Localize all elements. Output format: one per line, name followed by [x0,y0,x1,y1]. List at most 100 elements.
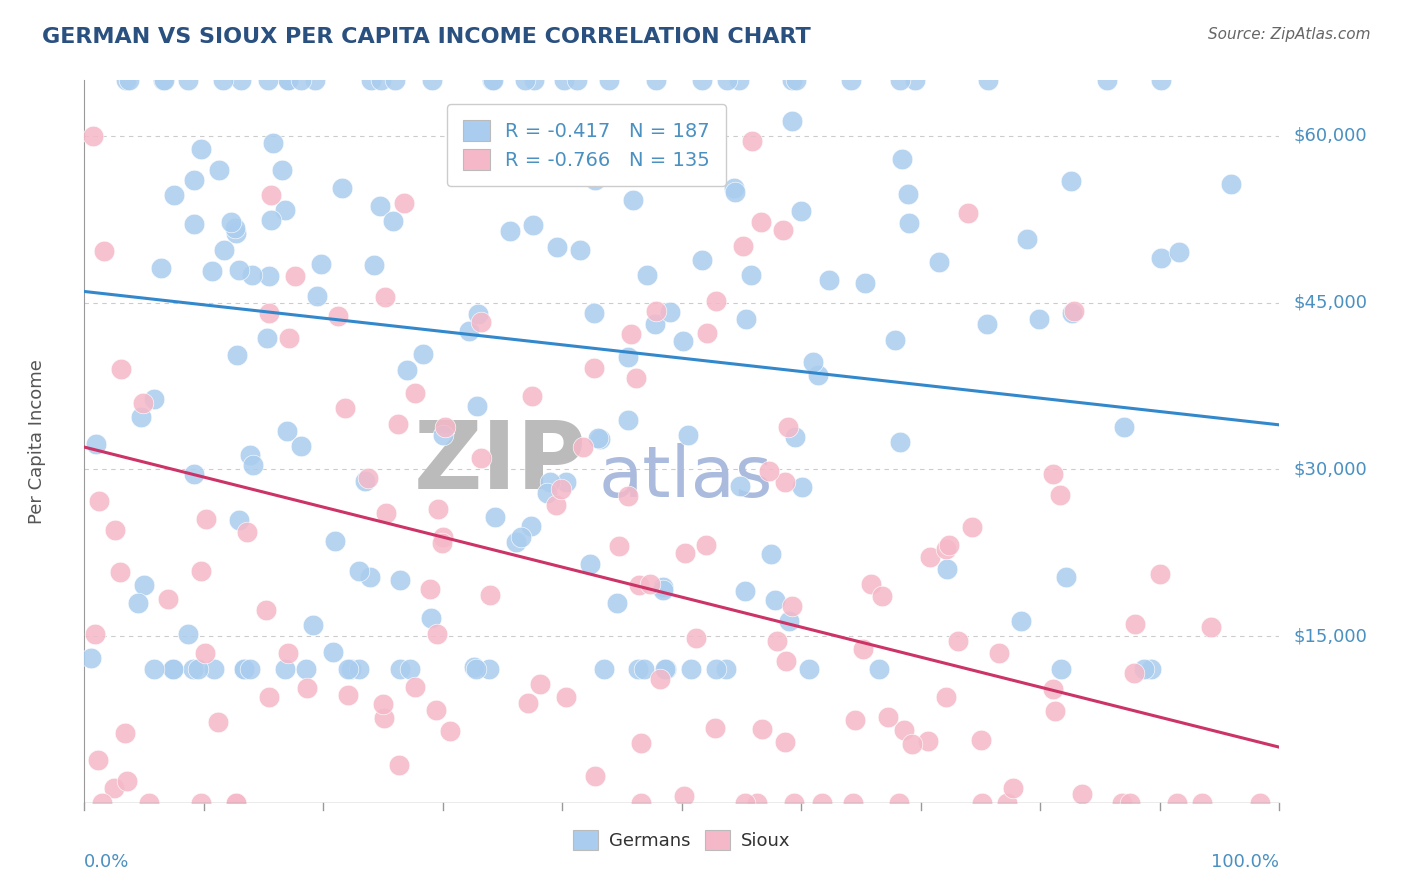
Point [893,723,915,738]
Point [550,483,572,497]
Point [419,582,441,596]
Point [238,662,260,676]
Point [970,796,993,810]
Point [995,796,1018,810]
Point [652,580,675,594]
Point [117,774,139,789]
Point [654,662,676,676]
Point [373,711,395,725]
Point [538,475,561,489]
Legend: Germans, Sioux: Germans, Sioux [564,821,800,859]
Point [1122,666,1144,681]
Point [751,722,773,736]
Point [741,135,763,149]
Point [681,662,703,676]
Point [309,256,332,270]
Point [357,471,380,485]
Point [274,203,297,218]
Point [652,582,675,597]
Point [695,538,717,552]
Point [740,268,762,282]
Point [583,768,606,782]
Point [654,662,676,676]
Point [388,574,411,588]
Point [582,306,605,320]
Point [231,73,253,87]
Point [842,796,865,810]
Point [716,73,738,87]
Point [704,293,727,308]
Point [114,726,136,740]
Point [225,796,247,810]
Point [465,399,488,413]
Point [621,193,644,207]
Point [257,690,280,704]
Point [1220,177,1243,191]
Point [398,662,420,676]
Point [328,309,350,323]
Text: atlas: atlas [599,443,773,512]
Point [602,142,624,156]
Point [928,254,950,268]
Text: Per Capita Income: Per Capita Income [28,359,45,524]
Point [568,243,591,257]
Point [433,420,456,434]
Point [86,437,108,451]
Point [374,290,396,304]
Point [1042,681,1064,696]
Point [349,565,371,579]
Point [620,326,643,341]
Point [773,734,796,748]
Point [1002,781,1025,796]
Point [290,73,312,87]
Point [853,277,876,291]
Point [354,474,377,488]
Point [183,467,205,482]
Point [259,187,281,202]
Point [780,599,803,613]
Point [295,662,318,676]
Point [359,569,381,583]
Point [546,240,568,254]
Point [749,214,772,228]
Point [1249,796,1271,810]
Point [1049,488,1071,502]
Point [104,523,127,537]
Point [589,432,612,446]
Point [108,565,131,579]
Point [1060,306,1083,320]
Point [716,662,738,676]
Point [420,73,443,87]
Point [1060,174,1083,188]
Point [470,315,492,329]
Point [889,434,911,449]
Point [392,195,415,210]
Point [1054,569,1077,583]
Point [132,578,155,592]
Point [242,458,264,472]
Point [745,796,768,810]
Point [960,520,983,534]
Point [766,634,789,648]
Point [208,162,231,177]
Point [606,596,628,610]
Point [898,216,921,230]
Point [790,480,813,494]
Point [917,734,939,748]
Point [207,715,229,730]
Point [938,538,960,552]
Point [627,662,650,676]
Point [811,796,834,810]
Point [782,796,804,810]
Point [360,73,382,87]
Point [256,331,278,345]
Point [901,737,924,751]
Point [513,73,536,87]
Point [1191,796,1213,810]
Point [948,634,970,648]
Point [115,73,138,87]
Point [458,325,481,339]
Point [162,662,184,676]
Point [83,626,105,640]
Point [704,662,727,676]
